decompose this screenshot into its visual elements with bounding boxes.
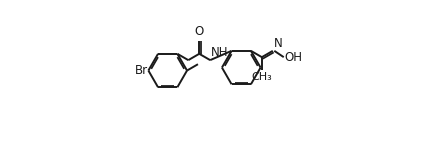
Text: NH: NH bbox=[211, 46, 229, 59]
Text: N: N bbox=[273, 37, 282, 50]
Text: O: O bbox=[194, 25, 204, 38]
Text: OH: OH bbox=[285, 51, 302, 64]
Text: Br: Br bbox=[134, 64, 148, 77]
Text: CH₃: CH₃ bbox=[251, 72, 272, 83]
